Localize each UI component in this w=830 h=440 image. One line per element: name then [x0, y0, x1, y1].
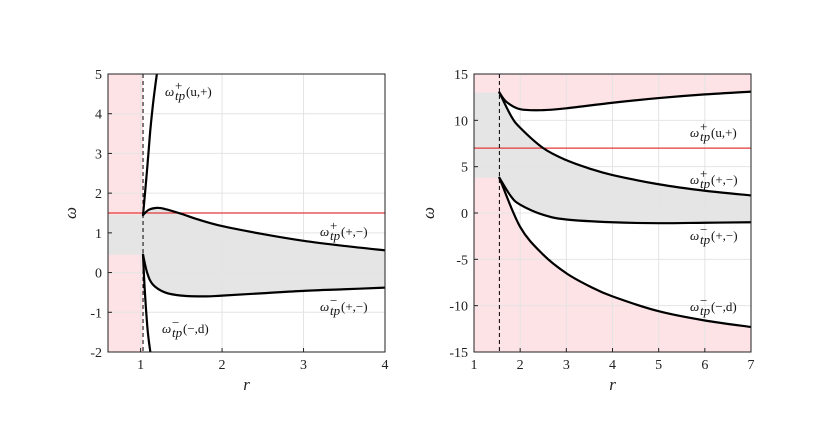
series-label-args: (u,+) — [186, 84, 212, 99]
x-axis-label: r — [609, 375, 616, 394]
y-axis-label: ω — [61, 207, 80, 219]
series-label-args: (u,+) — [711, 125, 737, 140]
series-label-sub: tp — [330, 303, 341, 318]
series-label-base: ω — [690, 172, 699, 187]
series-label-args: (−,d) — [183, 321, 209, 336]
x-tick-label: 3 — [563, 358, 570, 373]
x-tick-label: 7 — [748, 358, 755, 373]
series-label-0: ω +tp (u,+) — [690, 119, 737, 144]
series-label-3: ω −tp (−,d) — [690, 293, 737, 318]
series-label-base: ω — [690, 125, 699, 140]
series-label-base: ω — [690, 299, 699, 314]
x-tick-label: 4 — [382, 358, 389, 373]
y-tick-label: 4 — [95, 108, 102, 123]
x-axis-label: r — [243, 375, 250, 394]
series-label-sub: tp — [700, 232, 711, 247]
series-label-2: ω −tp (+,−) — [320, 293, 368, 318]
y-tick-label: -15 — [449, 346, 468, 361]
y-tick-label: 3 — [95, 147, 102, 162]
series-label-base: ω — [162, 321, 171, 336]
series-label-base: ω — [690, 228, 699, 243]
axes-frame — [107, 73, 386, 353]
y-tick-label: -10 — [449, 300, 468, 315]
y-tick-label: 10 — [454, 114, 468, 129]
series-line-2 — [141, 253, 385, 298]
series-label-sub: tp — [330, 228, 341, 243]
y-tick-label: 1 — [95, 227, 102, 242]
series-label-base: ω — [165, 84, 174, 99]
series-line-1 — [498, 91, 751, 197]
forbidden-band — [499, 92, 751, 224]
series-label-sub: tp — [172, 325, 183, 340]
y-tick-label: 0 — [95, 267, 102, 282]
series-label-args: (+,−) — [711, 172, 738, 187]
y-axis-label: ω — [419, 207, 438, 219]
series-label-args: (+,−) — [341, 299, 368, 314]
x-tick-label: 1 — [471, 358, 478, 373]
y-tick-label: 5 — [95, 68, 102, 83]
allowed-region-lower — [499, 177, 751, 327]
x-tick-label: 4 — [609, 358, 616, 373]
series-line-3 — [498, 176, 751, 329]
series-label-args: (−,d) — [711, 299, 737, 314]
series-label-0: ω +tp (u,+) — [165, 78, 212, 103]
series-label-base: ω — [320, 224, 329, 239]
forbidden-band — [143, 207, 385, 297]
series-line-3 — [141, 253, 152, 352]
y-tick-label: -1 — [90, 306, 102, 321]
y-tick-label: 0 — [461, 207, 468, 222]
series-label-sup: − — [700, 222, 707, 237]
series-label-sup: + — [175, 78, 182, 93]
y-tick-label: -5 — [456, 253, 468, 268]
series-label-3: ω −tp (−,d) — [162, 315, 209, 340]
series-label-base: ω — [320, 299, 329, 314]
y-tick-label: -2 — [90, 346, 102, 361]
series-label-sup: + — [330, 218, 337, 233]
series-line-0 — [498, 90, 751, 112]
x-tick-label: 3 — [300, 358, 307, 373]
series-label-sup: + — [700, 166, 707, 181]
series-label-sup: − — [172, 315, 179, 330]
series-label-sup: + — [700, 119, 707, 134]
series-label-sub: tp — [700, 129, 711, 144]
series-label-1: ω +tp (+,−) — [320, 218, 368, 243]
series-label-sup: − — [700, 293, 707, 308]
series-label-1: ω +tp (+,−) — [690, 166, 738, 191]
x-tick-label: 6 — [701, 358, 708, 373]
series-label-args: (+,−) — [341, 224, 368, 239]
series-line-0 — [141, 74, 158, 217]
allowed-region-upper — [499, 91, 751, 196]
series-label-sub: tp — [175, 88, 186, 103]
y-tick-label: 5 — [461, 161, 468, 176]
x-tick-label: 2 — [517, 358, 524, 373]
series-label-2: ω −tp (+,−) — [690, 222, 738, 247]
series-label-args: (+,−) — [711, 228, 738, 243]
series-line-1 — [141, 206, 385, 252]
x-tick-label: 2 — [219, 358, 226, 373]
x-tick-label: 5 — [655, 358, 662, 373]
allowed-band-horizon — [108, 214, 144, 255]
y-tick-label: 15 — [454, 68, 468, 83]
series-label-sub: tp — [700, 303, 711, 318]
x-tick-label: 1 — [137, 358, 144, 373]
series-label-sup: − — [330, 293, 337, 308]
series-line-2 — [498, 176, 751, 225]
series-label-sub: tp — [700, 176, 711, 191]
y-tick-label: 2 — [95, 187, 102, 202]
allowed-band-horizon — [474, 92, 500, 178]
